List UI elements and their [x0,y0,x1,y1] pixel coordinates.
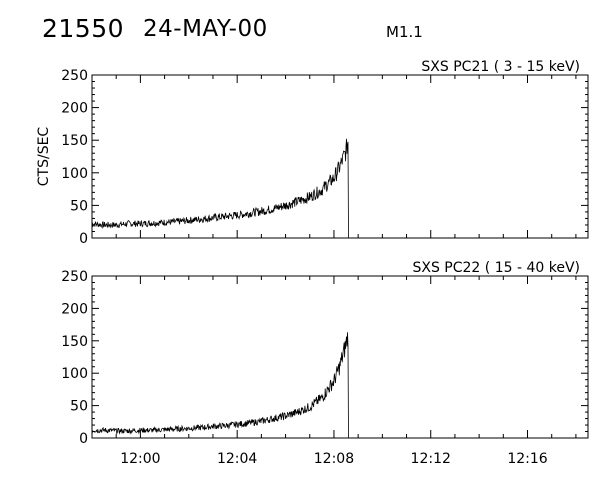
y-tick-label: 200 [61,101,88,117]
panel-title: SXS PC21 ( 3 - 15 keV) [421,59,580,75]
y-tick-label: 0 [79,231,88,247]
y-axis-label: CTS/SEC [36,127,52,187]
y-tick-label: 150 [61,334,88,350]
x-tick-label: 12:12 [411,451,451,467]
y-tick-label: 200 [61,301,88,317]
y-tick-label: 100 [61,366,88,382]
x-tick-label: 12:04 [217,451,257,467]
y-tick-label: 250 [61,68,88,84]
x-tick-label: 12:16 [507,451,547,467]
event-date: 24-MAY-00 [143,16,268,42]
y-tick-label: 50 [70,399,88,415]
y-tick-label: 0 [79,431,88,447]
y-tick-label: 150 [61,133,88,149]
panel-title: SXS PC22 ( 15 - 40 keV) [412,260,580,276]
dataset-id: 21550 [42,14,125,43]
plot-frame [91,74,589,239]
plot-frame [91,275,589,439]
y-tick-label: 250 [61,269,88,285]
x-tick-label: 12:00 [120,451,160,467]
panel-2: 0 50 100 150 200 250 12:00 12:04 12:08 12:12 12:16… [61,260,589,467]
series-line-1 [91,138,349,239]
flare-class: M1.1 [386,23,423,41]
panel-1: 0 50 100 150 200 250 SXS PC21 ( 3 - 15 keV) CTS… [36,59,589,247]
x-tick-label: 12:08 [314,451,354,467]
series-line-1 [91,332,349,439]
y-tick-label: 100 [61,166,88,182]
y-tick-label: 50 [70,198,88,214]
